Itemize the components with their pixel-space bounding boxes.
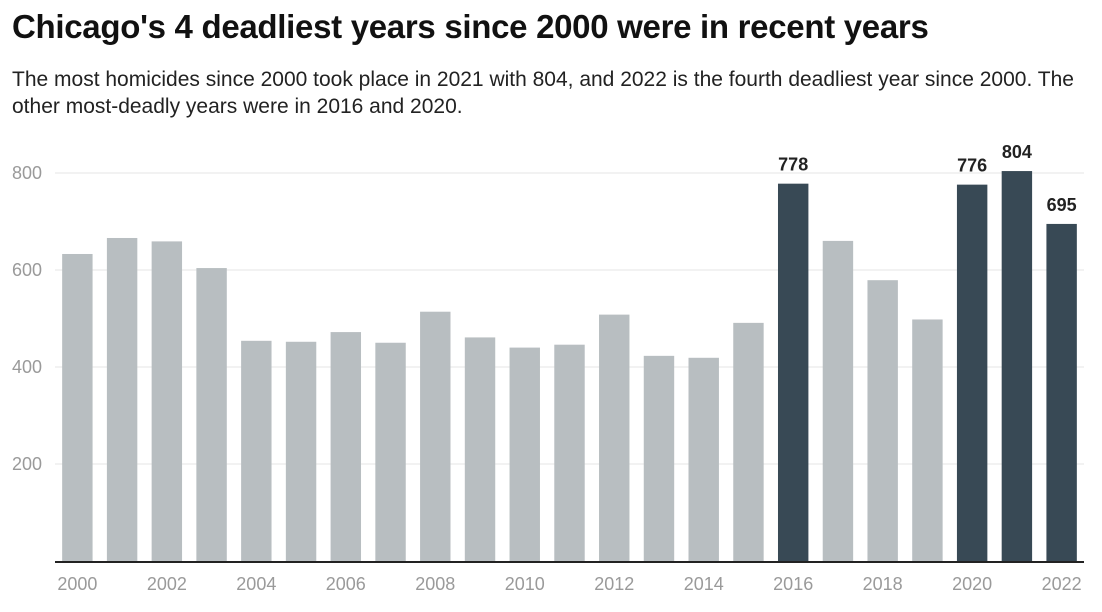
x-tick-label: 2012 [594, 574, 634, 594]
bar-2018 [867, 280, 898, 561]
bar-2004 [241, 340, 272, 561]
x-tick-label: 2022 [1042, 574, 1082, 594]
data-label-2022: 695 [1047, 195, 1077, 215]
data-label-2020: 776 [957, 156, 987, 176]
bar-2021 [1001, 171, 1033, 561]
y-tick-label: 600 [12, 260, 42, 280]
y-tick-label: 400 [12, 357, 42, 377]
bar-2008 [420, 311, 451, 561]
bar-2009 [464, 337, 496, 561]
chart-subtitle: The most homicides since 2000 took place… [12, 68, 1074, 118]
bar-2016 [777, 183, 809, 562]
bar-2005 [285, 341, 317, 561]
data-label-2016: 778 [778, 155, 808, 175]
bar-2013 [643, 355, 675, 561]
bar-2012 [599, 314, 630, 561]
bar-2022 [1046, 223, 1077, 562]
x-tick-label: 2018 [863, 574, 903, 594]
y-tick-label: 800 [12, 163, 42, 183]
bar-2010 [509, 347, 540, 561]
data-label-2021: 804 [1002, 142, 1032, 162]
x-tick-label: 2004 [236, 574, 276, 594]
bar-2014 [688, 357, 719, 561]
y-tick-label: 200 [12, 454, 42, 474]
bar-2002 [151, 241, 183, 561]
bar-2001 [106, 237, 138, 562]
x-tick-label: 2010 [505, 574, 545, 594]
bar-2017 [822, 240, 854, 561]
bar-2000 [62, 253, 93, 561]
bar-2003 [196, 268, 227, 561]
bar-2020 [956, 184, 988, 561]
bar-2006 [330, 332, 362, 561]
bar-2007 [375, 342, 406, 561]
x-tick-label: 2000 [57, 574, 97, 594]
x-tick-label: 2014 [684, 574, 724, 594]
x-tick-label: 2006 [326, 574, 366, 594]
x-tick-label: 2008 [415, 574, 455, 594]
chart-title: Chicago's 4 deadliest years since 2000 w… [12, 8, 929, 45]
x-tick-label: 2020 [952, 574, 992, 594]
x-tick-label: 2016 [773, 574, 813, 594]
bar-2019 [912, 319, 943, 561]
bar-2011 [554, 344, 585, 561]
x-tick-label: 2002 [147, 574, 187, 594]
bar-2015 [733, 322, 764, 561]
